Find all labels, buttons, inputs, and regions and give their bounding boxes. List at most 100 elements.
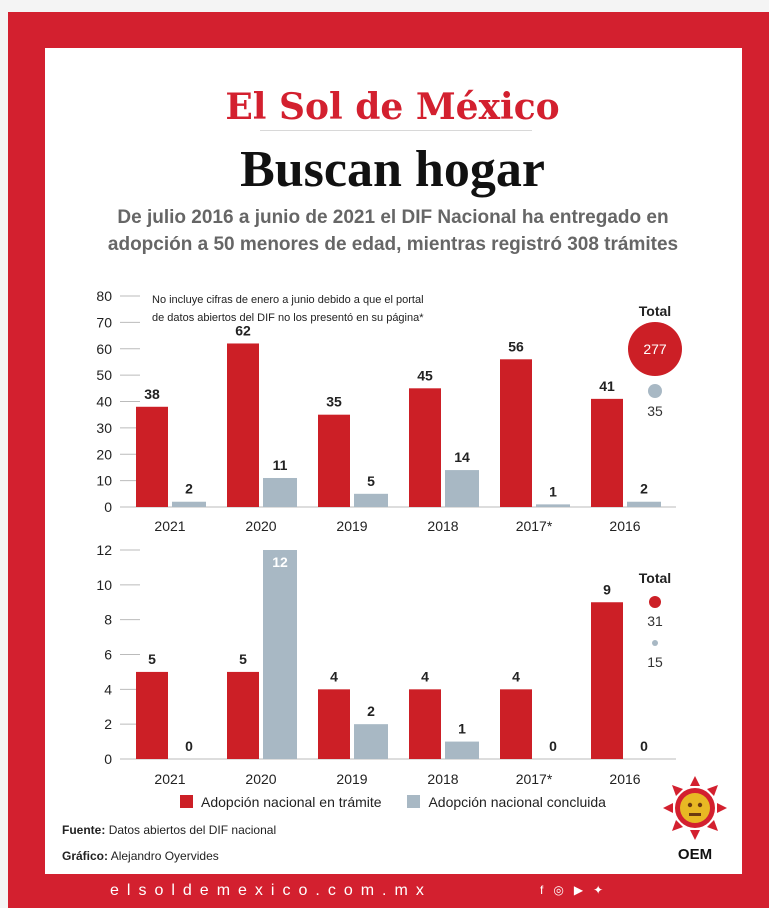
page-title: Buscan hogar xyxy=(240,141,545,198)
total-concluida-value: 15 xyxy=(647,654,663,670)
y-tick-label: 40 xyxy=(96,394,112,410)
data-label-concluida: 0 xyxy=(640,738,648,754)
y-tick-label: 50 xyxy=(96,367,112,383)
x-category-label: 2018 xyxy=(427,518,458,534)
data-label-concluida: 12 xyxy=(272,554,288,570)
data-label-concluida: 14 xyxy=(454,449,470,465)
y-tick-label: 30 xyxy=(96,420,112,436)
oem-logo-text: OEM xyxy=(678,846,712,863)
data-label-tramite: 41 xyxy=(599,378,615,394)
y-tick-label: 0 xyxy=(104,751,112,767)
y-tick-label: 10 xyxy=(96,473,112,489)
y-tick-label: 2 xyxy=(104,716,112,732)
data-label-tramite: 5 xyxy=(239,651,247,667)
masthead-logo: El Sol de México xyxy=(225,86,560,128)
total-tramite-value: 277 xyxy=(643,341,667,357)
data-label-tramite: 56 xyxy=(508,338,524,354)
y-tick-label: 20 xyxy=(96,446,112,462)
y-tick-label: 10 xyxy=(96,577,112,593)
bar-tramite xyxy=(318,689,350,759)
legend-swatch-concluida xyxy=(407,795,421,808)
y-tick-label: 80 xyxy=(96,288,112,304)
twitter-icon[interactable]: ✦ xyxy=(593,883,614,897)
y-tick-label: 4 xyxy=(104,681,112,697)
bar-tramite xyxy=(136,406,168,507)
totals-heading: Total xyxy=(639,570,671,586)
data-label-concluida: 2 xyxy=(185,481,193,497)
x-category-label: 2018 xyxy=(427,771,458,787)
data-label-tramite: 38 xyxy=(144,386,160,402)
bar-concluida xyxy=(445,470,479,507)
total-concluida-bubble xyxy=(648,384,662,398)
oem-logo-icon: OEM xyxy=(663,776,727,863)
bar-tramite xyxy=(591,398,623,507)
x-category-label: 2017* xyxy=(516,771,553,787)
total-concluida-bubble xyxy=(652,640,658,646)
data-label-tramite: 9 xyxy=(603,581,611,597)
x-category-label: 2020 xyxy=(245,518,276,534)
data-label-tramite: 45 xyxy=(417,367,433,383)
social-icons: f◎▶✦ xyxy=(540,883,613,897)
total-tramite-bubble xyxy=(649,596,661,608)
facebook-icon[interactable]: f xyxy=(540,883,554,897)
data-label-tramite: 4 xyxy=(330,668,338,684)
data-label-tramite: 4 xyxy=(421,668,429,684)
y-tick-label: 8 xyxy=(104,612,112,628)
bar-concluida xyxy=(263,550,297,759)
credit-text: Alejandro Oyervides xyxy=(110,849,219,863)
x-category-label: 2016 xyxy=(609,518,640,534)
credit-label: Gráfico: xyxy=(62,849,109,863)
chart-legend: Adopción nacional en trámite Adopción na… xyxy=(180,794,628,810)
bar-tramite xyxy=(409,689,441,759)
total-concluida-value: 35 xyxy=(647,403,663,419)
source-text: Datos abiertos del DIF nacional xyxy=(108,823,277,837)
bar-tramite xyxy=(500,359,532,507)
page-subtitle: De julio 2016 a junio de 2021 el DIF Nac… xyxy=(107,207,679,255)
data-label-concluida: 0 xyxy=(185,738,193,754)
data-label-concluida: 5 xyxy=(367,473,375,489)
data-label-tramite: 35 xyxy=(326,394,342,410)
credit-note: Gráfico: Alejandro Oyervides xyxy=(62,849,219,863)
source-note: Fuente: Datos abiertos del DIF nacional xyxy=(62,823,276,837)
footer-url[interactable]: elsoldemexico.com.mx xyxy=(110,882,432,899)
bar-concluida xyxy=(354,493,388,507)
data-label-concluida: 11 xyxy=(273,457,288,473)
bar-concluida xyxy=(445,741,479,759)
x-category-label: 2019 xyxy=(336,518,367,534)
source-label: Fuente: xyxy=(62,823,106,837)
bar-concluida xyxy=(627,501,661,507)
masthead-divider xyxy=(260,130,532,131)
bar-concluida xyxy=(536,504,570,507)
bar-tramite xyxy=(227,671,259,759)
x-category-label: 2019 xyxy=(336,771,367,787)
bar-tramite xyxy=(591,602,623,759)
x-category-label: 2021 xyxy=(154,771,185,787)
totals-heading: Total xyxy=(639,303,671,319)
legend-label-concluida: Adopción nacional concluida xyxy=(428,794,606,810)
x-category-label: 2017* xyxy=(516,518,553,534)
chart-annotation-line2: de datos abiertos del DIF no los present… xyxy=(152,312,424,324)
bar-tramite xyxy=(227,343,259,507)
y-tick-label: 0 xyxy=(104,499,112,515)
bar-tramite xyxy=(136,671,168,759)
data-label-tramite: 5 xyxy=(148,651,156,667)
data-label-tramite: 62 xyxy=(235,322,251,338)
x-category-label: 2020 xyxy=(245,771,276,787)
bar-tramite xyxy=(500,689,532,759)
data-label-concluida: 1 xyxy=(549,483,557,499)
bar-concluida xyxy=(354,724,388,759)
y-tick-label: 12 xyxy=(96,542,112,558)
total-tramite-bubble xyxy=(628,322,682,376)
y-tick-label: 6 xyxy=(104,647,112,663)
data-label-tramite: 4 xyxy=(512,668,520,684)
bar-tramite xyxy=(318,414,350,507)
youtube-icon[interactable]: ▶ xyxy=(573,883,594,897)
legend-swatch-tramite xyxy=(180,795,193,808)
total-tramite-value: 31 xyxy=(647,613,663,629)
instagram-icon[interactable]: ◎ xyxy=(553,883,574,897)
y-tick-label: 60 xyxy=(96,341,112,357)
legend-label-tramite: Adopción nacional en trámite xyxy=(201,794,382,810)
y-tick-label: 70 xyxy=(96,314,112,330)
legend-item-concluida: Adopción nacional concluida xyxy=(407,794,606,810)
